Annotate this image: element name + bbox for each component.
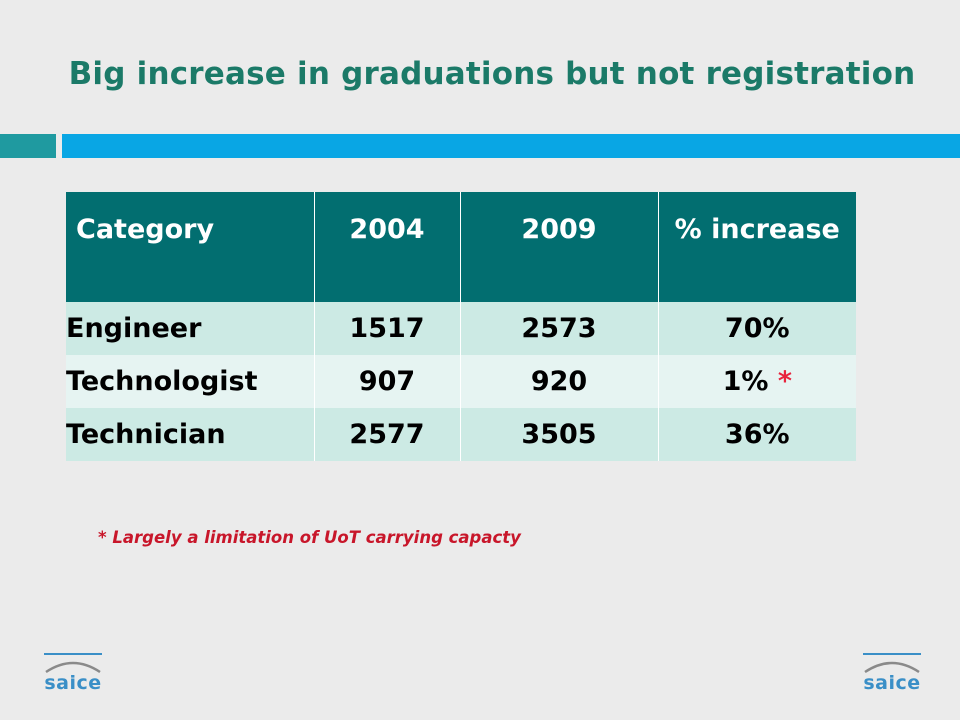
saice-logo-right: saice	[861, 652, 923, 698]
row-category: Technician	[66, 408, 315, 461]
row-category: Technologist	[66, 355, 315, 408]
slide-title: Big increase in graduations but not regi…	[68, 56, 916, 92]
header-2009: 2009	[460, 192, 659, 302]
accent-bar-right	[62, 134, 960, 158]
data-table: Category 2004 2009 % increase Engineer 1…	[66, 192, 856, 461]
row-increase: 36%	[658, 408, 856, 461]
footnote-marker: *	[777, 366, 792, 397]
row-increase: 1% *	[658, 355, 856, 408]
header-percent-increase: % increase	[658, 192, 856, 302]
row-2004: 2577	[314, 408, 461, 461]
row-2009: 2573	[460, 302, 659, 355]
row-2004: 907	[314, 355, 461, 408]
row-increase: 70%	[658, 302, 856, 355]
logo-text: saice	[863, 672, 921, 694]
logo-text: saice	[44, 672, 102, 694]
row-2004: 1517	[314, 302, 461, 355]
arch-icon	[44, 653, 102, 674]
header-category: Category	[66, 192, 315, 302]
accent-bar-left	[0, 134, 56, 158]
header-2004: 2004	[314, 192, 461, 302]
saice-logo-left: saice	[42, 652, 104, 698]
row-2009: 920	[460, 355, 659, 408]
table-row: Technician 2577 3505 36%	[66, 408, 856, 461]
table-row: Technologist 907 920 1% *	[66, 355, 856, 408]
table-header-row: Category 2004 2009 % increase	[66, 192, 856, 302]
increase-value: 70%	[724, 313, 790, 344]
arch-icon	[863, 653, 921, 674]
row-category: Engineer	[66, 302, 315, 355]
increase-value: 1%	[722, 366, 769, 397]
table-row: Engineer 1517 2573 70%	[66, 302, 856, 355]
row-2009: 3505	[460, 408, 659, 461]
increase-value: 36%	[724, 419, 790, 450]
footnote: * Largely a limitation of UoT carrying c…	[98, 528, 521, 547]
